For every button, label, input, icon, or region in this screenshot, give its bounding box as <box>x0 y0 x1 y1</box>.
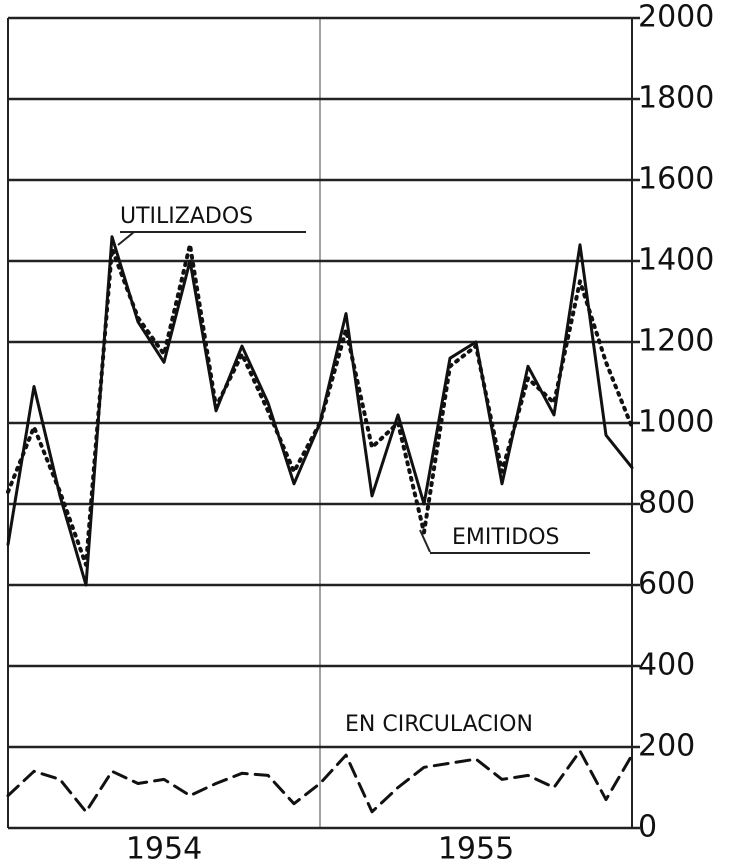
y-tick-label: 1800 <box>638 81 714 116</box>
x-label: 1954 <box>126 832 202 866</box>
y-tick-label: 1600 <box>638 162 714 197</box>
y-tick-label: 1400 <box>638 243 714 278</box>
series-label: EMITIDOS <box>452 525 560 550</box>
label-leader <box>419 529 431 553</box>
series-line <box>6 242 634 567</box>
series-label: UTILIZADOS <box>120 204 253 229</box>
series-line <box>6 749 634 814</box>
y-tick-label: 1200 <box>638 324 714 359</box>
y-tick-label: 200 <box>638 729 695 764</box>
x-label: 1955 <box>438 832 514 866</box>
y-tick-label: 800 <box>638 486 695 521</box>
y-tick-label: 1000 <box>638 405 714 440</box>
series-label: EN CIRCULACION <box>345 712 533 737</box>
label-leader <box>117 231 135 246</box>
y-tick-label: 600 <box>638 567 695 602</box>
y-tick-label: 2000 <box>638 0 714 35</box>
y-tick-label: 0 <box>638 810 657 845</box>
y-tick-label: 400 <box>638 648 695 683</box>
